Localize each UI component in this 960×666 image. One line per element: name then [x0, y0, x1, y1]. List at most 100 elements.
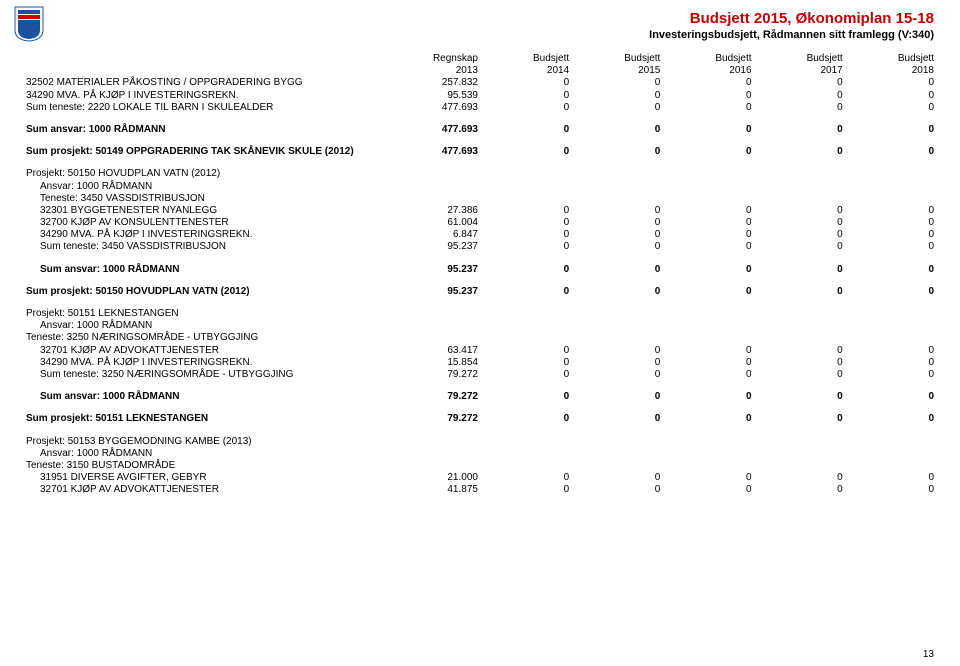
row-value: 0 [752, 413, 843, 425]
row-value: 0 [569, 241, 660, 253]
row-value: 0 [843, 90, 934, 102]
row-value [387, 460, 478, 472]
row-value: 0 [843, 146, 934, 158]
table-row: Prosjekt: 50151 LEKNESTANGEN [26, 308, 934, 320]
row-value [843, 332, 934, 344]
row-value [843, 168, 934, 180]
doc-title: Budsjett 2015, Økonomiplan 15-18 [26, 10, 934, 27]
table-row: Sum ansvar: 1000 RÅDMANN95.23700000 [26, 264, 934, 276]
table-row: 31951 DIVERSE AVGIFTER, GEBYR21.00000000 [26, 472, 934, 484]
row-value [478, 436, 569, 448]
row-label: 32700 KJØP AV KONSULENTTENESTER [26, 217, 387, 229]
row-value: 0 [660, 90, 751, 102]
table-header-row1: Regnskap Budsjett Budsjett Budsjett Buds… [26, 47, 934, 65]
row-value [387, 308, 478, 320]
row-value [387, 436, 478, 448]
row-value [660, 193, 751, 205]
row-label: Sum prosjekt: 50150 HOVUDPLAN VATN (2012… [26, 286, 387, 298]
table-row: 32502 MATERIALER PÅKOSTING / OPPGRADERIN… [26, 77, 934, 89]
row-value: 41.875 [387, 484, 478, 496]
row-value: 0 [478, 472, 569, 484]
row-value: 95.539 [387, 90, 478, 102]
row-value: 27.386 [387, 205, 478, 217]
table-row: Sum teneste: 3250 NÆRINGSOMRÅDE - UTBYGG… [26, 369, 934, 381]
row-label: 34290 MVA. PÅ KJØP I INVESTERINGSREKN. [26, 357, 387, 369]
row-value [569, 436, 660, 448]
row-value [843, 193, 934, 205]
row-value [660, 181, 751, 193]
row-value: 0 [752, 264, 843, 276]
row-value [752, 460, 843, 472]
row-value: 0 [478, 413, 569, 425]
table-row: Sum ansvar: 1000 RÅDMANN477.69300000 [26, 124, 934, 136]
page-number: 13 [923, 649, 934, 660]
row-value [660, 168, 751, 180]
row-value [569, 168, 660, 180]
table-row: Teneste: 3250 NÆRINGSOMRÅDE - UTBYGGJING [26, 332, 934, 344]
row-label: Prosjekt: 50153 BYGGEMODNING KAMBE (2013… [26, 436, 387, 448]
row-value: 0 [660, 229, 751, 241]
table-row: Sum teneste: 2220 LOKALE TIL BARN I SKUL… [26, 102, 934, 114]
row-value: 477.693 [387, 124, 478, 136]
shield-logo [14, 6, 44, 42]
row-value: 0 [569, 264, 660, 276]
row-label: Sum ansvar: 1000 RÅDMANN [26, 264, 387, 276]
row-value [752, 193, 843, 205]
row-label: Sum prosjekt: 50151 LEKNESTANGEN [26, 413, 387, 425]
row-value: 95.237 [387, 241, 478, 253]
table-row: Prosjekt: 50153 BYGGEMODNING KAMBE (2013… [26, 436, 934, 448]
row-value: 0 [478, 77, 569, 89]
row-value: 0 [752, 472, 843, 484]
row-value [569, 448, 660, 460]
row-label: Prosjekt: 50150 HOVUDPLAN VATN (2012) [26, 168, 387, 180]
row-value [843, 436, 934, 448]
row-value: 95.237 [387, 286, 478, 298]
row-value: 79.272 [387, 391, 478, 403]
row-value: 0 [843, 124, 934, 136]
row-value: 477.693 [387, 102, 478, 114]
page-header: Budsjett 2015, Økonomiplan 15-18 Investe… [26, 10, 934, 41]
row-value: 0 [660, 77, 751, 89]
row-label: Ansvar: 1000 RÅDMANN [26, 448, 387, 460]
table-row [26, 114, 934, 124]
row-value [752, 436, 843, 448]
row-value: 0 [660, 124, 751, 136]
table-row: Teneste: 3450 VASSDISTRIBUSJON [26, 193, 934, 205]
row-value: 0 [569, 90, 660, 102]
budget-table: Regnskap Budsjett Budsjett Budsjett Buds… [26, 47, 934, 496]
row-label: 32502 MATERIALER PÅKOSTING / OPPGRADERIN… [26, 77, 387, 89]
col-h6b: 2018 [843, 65, 934, 77]
row-value: 0 [478, 90, 569, 102]
row-value: 0 [843, 369, 934, 381]
row-value: 0 [843, 391, 934, 403]
row-label: Prosjekt: 50151 LEKNESTANGEN [26, 308, 387, 320]
row-value: 0 [752, 391, 843, 403]
row-value: 0 [478, 369, 569, 381]
row-value: 0 [569, 369, 660, 381]
row-value: 6.847 [387, 229, 478, 241]
table-row [26, 158, 934, 168]
col-h6a: Budsjett [843, 47, 934, 65]
row-value: 21.000 [387, 472, 478, 484]
row-value: 0 [752, 241, 843, 253]
table-row: 34290 MVA. PÅ KJØP I INVESTERINGSREKN.6.… [26, 229, 934, 241]
row-label: Ansvar: 1000 RÅDMANN [26, 320, 387, 332]
row-value [478, 168, 569, 180]
row-value [569, 193, 660, 205]
row-value: 0 [478, 124, 569, 136]
row-value: 0 [660, 484, 751, 496]
row-value: 0 [843, 286, 934, 298]
row-label: Sum prosjekt: 50149 OPPGRADERING TAK SKÅ… [26, 146, 387, 158]
table-row: Sum ansvar: 1000 RÅDMANN79.27200000 [26, 391, 934, 403]
row-value [660, 436, 751, 448]
row-value [478, 460, 569, 472]
row-value: 0 [569, 77, 660, 89]
row-label: Sum teneste: 3450 VASSDISTRIBUSJON [26, 241, 387, 253]
row-label: 32301 BYGGETENESTER NYANLEGG [26, 205, 387, 217]
row-value: 0 [660, 391, 751, 403]
row-value: 61.004 [387, 217, 478, 229]
row-value: 0 [660, 264, 751, 276]
row-value: 0 [843, 472, 934, 484]
row-value [660, 448, 751, 460]
row-value [752, 320, 843, 332]
